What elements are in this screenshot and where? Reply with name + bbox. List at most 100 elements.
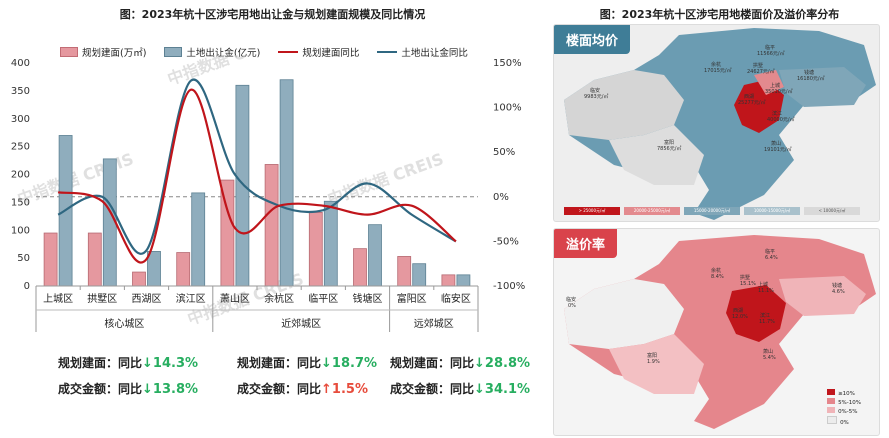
right-axis-tick: 0% [493, 192, 509, 203]
premium-map-tag: 溢价率 [554, 229, 618, 258]
premium-map-labels: 临平 6.4% 余杭 8.4% 拱墅 15.1% 上城 11.1% 钱塘 4.6… [566, 248, 845, 365]
stat-suburban-area-value: 18.7% [331, 356, 378, 371]
price-label-shangcheng-name: 上城 [770, 82, 780, 89]
left-axis-tick: 400 [11, 58, 30, 69]
region-fuyang [609, 125, 704, 185]
premium-label-binjiang-name: 滨江 [760, 312, 770, 319]
legend-swatch-revenue [164, 47, 183, 57]
price-label-xihu-value: 25277元/㎡ [738, 99, 766, 106]
premium-label-xihu-name: 西湖 [733, 307, 743, 314]
legend-swatch-area-yoy [278, 51, 299, 53]
price-label-shangcheng-value: 35010元/㎡ [765, 88, 793, 95]
left-axis-tick: 50 [17, 253, 30, 264]
bar-area [308, 212, 323, 287]
price-label-xiaoshan-value: 19101元/㎡ [764, 146, 792, 153]
legend-label-revenue: 土地出让金(亿元) [186, 48, 261, 59]
bar-revenue [412, 263, 427, 287]
premium-region-linan [564, 279, 684, 349]
right-axis-tick: 150% [493, 58, 522, 69]
x-category-label: 拱墅区 [87, 292, 117, 305]
stat-suburban-area-label: 规划建面：同比 [237, 356, 322, 370]
stat-outer-area-arrow: ↓ [474, 356, 485, 371]
stat-outer-area-label: 规划建面：同比 [390, 356, 475, 370]
premium-region-qiantang [779, 276, 866, 316]
bar-revenue [368, 224, 382, 287]
premium-label-linping-name: 临平 [765, 248, 775, 255]
left-chart-title: 图：2023年杭十区涉宅用地出让金与规划建面规模及同比情况 [119, 8, 426, 21]
legend-label-area: 规划建面(万㎡) [82, 48, 147, 59]
stat-outer-revenue-value: 34.1% [484, 382, 531, 397]
premium-label-xihu-value: 12.0% [732, 314, 748, 320]
stat-suburban-area-arrow: ↓ [321, 356, 332, 371]
bar-area [353, 248, 367, 287]
x-category-label: 上城区 [43, 293, 73, 305]
premium-legend-1: ≥10% [838, 391, 855, 397]
legend-label-revenue-yoy: 土地出让金同比 [401, 48, 468, 59]
stat-suburban-revenue-value: 1.5% [331, 382, 368, 397]
x-category-label: 西湖区 [132, 293, 162, 305]
price-map-panel: 楼面均价 临平 11566元/㎡ 余杭 17015元/㎡ 拱墅 24627元/㎡… [553, 24, 880, 222]
premium-map-panel: 溢价率 临平 6.4% 余杭 8.4% 拱墅 15.1% 上城 11.1% 钱塘… [553, 228, 880, 436]
left-axis-tick: 0 [24, 281, 30, 292]
price-map-tag: 楼面均价 [554, 25, 631, 54]
price-label-gongshu-name: 拱墅 [753, 62, 763, 69]
stat-core-area-label: 规划建面：同比 [58, 356, 143, 370]
bar-area [132, 271, 146, 287]
stats-outer: 规划建面：同比↓28.8% 成交金额：同比↓34.1% [390, 354, 530, 397]
stat-core-revenue-arrow: ↓ [142, 382, 153, 397]
price-label-linping-value: 11566元/㎡ [757, 50, 785, 57]
region-qiantang [779, 67, 866, 107]
stats-suburban: 规划建面：同比↓18.7% 成交金额：同比↑1.5% [237, 354, 377, 397]
stat-outer-revenue-arrow: ↓ [474, 382, 485, 397]
price-label-yuhang-value: 17015元/㎡ [704, 67, 732, 74]
price-map-legend: > 25000元/㎡ 20000-25000元/㎡ 15000-20000元/㎡… [564, 207, 860, 215]
price-label-linping-name: 临平 [765, 44, 775, 51]
premium-label-xiaoshan-name: 萧山 [763, 348, 773, 355]
right-chart-title: 图：2023年杭十区涉宅用地楼面价及溢价率分布 [599, 8, 840, 21]
premium-label-shangcheng-name: 上城 [758, 281, 768, 288]
price-label-fuyang-name: 富阳 [664, 139, 674, 146]
premium-map-legend: ≥10% 5%-10% 0%-5% 0% [827, 389, 861, 427]
premium-label-gongshu-value: 15.1% [740, 281, 756, 287]
price-label-binjiang-value: 40000元/㎡ [767, 116, 795, 123]
price-label-binjiang-name: 滨江 [772, 110, 782, 117]
left-axis-tick: 250 [11, 142, 30, 153]
left-axis-tick: 150 [11, 197, 30, 208]
bar-revenue [191, 192, 206, 287]
premium-label-fuyang-value: 1.9% [647, 359, 660, 365]
premium-legend-2: 5%-10% [838, 400, 861, 406]
price-label-qiantang-value: 16180元/㎡ [797, 75, 825, 82]
x-category-label: 临平区 [308, 292, 338, 305]
premium-label-yuhang-value: 8.4% [711, 274, 724, 280]
price-label-xiaoshan-name: 萧山 [771, 140, 781, 147]
line-revenue-yoy [57, 78, 457, 255]
bar-area [87, 232, 102, 287]
price-label-xihu-name: 西湖 [744, 93, 754, 100]
bar-area [397, 256, 412, 287]
price-label-qiantang-name: 钱塘 [804, 69, 814, 76]
region-linan [564, 70, 684, 140]
left-axis-tick: 300 [11, 114, 30, 125]
group-label: 近郊城区 [281, 317, 321, 330]
premium-label-qiantang-name: 钱塘 [832, 282, 842, 289]
bar-area [43, 232, 58, 287]
stat-core-area-arrow: ↓ [142, 356, 153, 371]
line-area-yoy [57, 88, 457, 264]
price-legend-2: 20000-25000元/㎡ [624, 207, 680, 215]
premium-label-yuhang-name: 余杭 [711, 267, 721, 274]
premium-label-xiaoshan-value: 5.4% [763, 355, 776, 361]
premium-label-fuyang-name: 富阳 [647, 352, 657, 359]
bar-revenue [323, 200, 338, 287]
left-axis-tick: 100 [11, 225, 30, 236]
price-label-fuyang-value: 7856元/㎡ [657, 145, 681, 152]
watermark-text: 中指数据 CREIS [165, 55, 286, 89]
x-category-label: 富阳区 [397, 292, 427, 305]
premium-label-linan-name: 临安 [566, 296, 576, 303]
watermark-text: 中指数据 CREIS [15, 149, 136, 209]
premium-label-shangcheng-value: 11.1% [758, 288, 774, 294]
bar-area [441, 274, 456, 287]
bar-revenue [147, 251, 161, 287]
bar-revenue [456, 274, 471, 287]
x-category-label: 临安区 [441, 292, 471, 305]
